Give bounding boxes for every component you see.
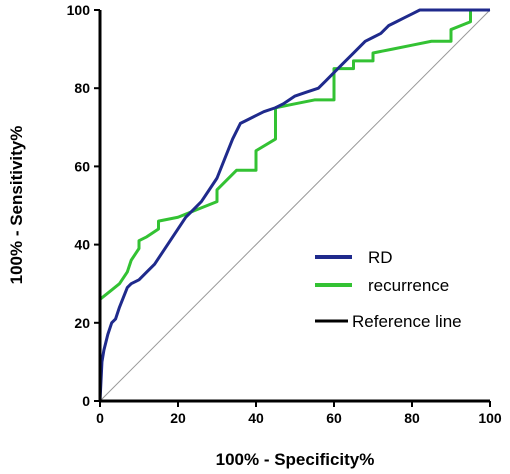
legend-item-reference-line: Reference line: [315, 312, 462, 331]
y-ticks: 0 20 40 60 80 100: [67, 2, 100, 409]
y-tick-label: 0: [82, 393, 90, 409]
x-tick-label: 0: [96, 410, 104, 426]
x-axis-title: 100% - Specificity%: [216, 450, 375, 469]
y-tick-label: 40: [74, 237, 90, 253]
legend-item-rd: RD: [315, 248, 393, 267]
y-axis-title: 100% - Sensitivity%: [7, 126, 26, 285]
x-tick-label: 80: [404, 410, 420, 426]
legend-label-rd: RD: [368, 248, 393, 267]
x-tick-label: 100: [478, 410, 502, 426]
plot-lines: [98, 8, 491, 402]
y-tick-label: 80: [74, 80, 90, 96]
series-line-reference-line: [99, 9, 491, 402]
x-tick-label: 20: [170, 410, 186, 426]
x-tick-label: 40: [248, 410, 264, 426]
y-tick-label: 60: [74, 158, 90, 174]
legend-item-recurrence: recurrence: [315, 276, 449, 295]
series-line-rd: [98, 8, 490, 402]
legend-label-recurrence: recurrence: [368, 276, 449, 295]
series-line-recurrence: [98, 8, 490, 401]
x-ticks: 0 20 40 60 80 100: [96, 401, 502, 426]
legend-label-reference-line: Reference line: [352, 312, 462, 331]
axes: [98, 10, 490, 403]
x-tick-label: 60: [326, 410, 342, 426]
y-tick-label: 100: [67, 2, 91, 18]
y-tick-label: 20: [74, 315, 90, 331]
legend: RD recurrence Reference line: [315, 248, 462, 331]
